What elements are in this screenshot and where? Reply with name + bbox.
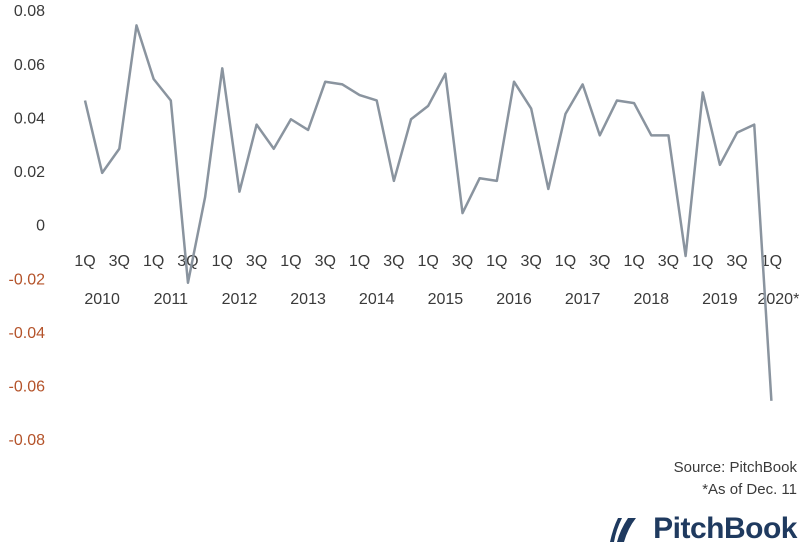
x-tick-label: 3Q [726, 253, 747, 270]
x-tick-label: 3Q [177, 253, 198, 270]
x-tick-label: 1Q [623, 253, 644, 270]
y-tick-label: 0.04 [14, 110, 45, 127]
series-line [83, 24, 773, 401]
y-tick-label: 0 [36, 218, 45, 235]
x-tick-label: 1Q [280, 253, 301, 270]
year-label: 2014 [359, 291, 395, 308]
logo-icon [610, 518, 636, 542]
y-tick-label: 0.06 [14, 57, 45, 74]
year-label: 2017 [565, 291, 601, 308]
y-tick-label: -0.06 [9, 379, 46, 396]
year-label: 2013 [290, 291, 326, 308]
x-tick-label: 3Q [383, 253, 404, 270]
x-tick-label: 3Q [452, 253, 473, 270]
year-label: 2012 [222, 291, 258, 308]
year-label: 2010 [84, 291, 120, 308]
year-label: 2011 [154, 291, 189, 308]
x-tick-label: 3Q [658, 253, 679, 270]
x-tick-label: 1Q [692, 253, 713, 270]
x-tick-label: 1Q [418, 253, 439, 270]
x-tick-label: 3Q [109, 253, 130, 270]
note: *As of Dec. 11 [702, 481, 797, 498]
x-tick-label: 1Q [143, 253, 164, 270]
x-tick-label: 3Q [589, 253, 610, 270]
year-label: 2018 [633, 291, 669, 308]
y-tick-label: 0.02 [14, 164, 45, 181]
year-label: 2015 [428, 291, 464, 308]
y-tick-label: -0.02 [9, 271, 46, 288]
y-tick-label: 0.08 [14, 3, 45, 20]
year-label: 2020* [757, 291, 799, 308]
x-tick-label: 1Q [212, 253, 233, 270]
year-label: 2019 [702, 291, 738, 308]
year-label: 2016 [496, 291, 532, 308]
x-tick-label: 1Q [74, 253, 95, 270]
x-tick-label: 3Q [520, 253, 541, 270]
y-tick-label: -0.04 [9, 325, 46, 342]
source: Source: PitchBook [674, 459, 798, 476]
x-tick-label: 3Q [246, 253, 267, 270]
x-tick-label: 1Q [349, 253, 370, 270]
x-tick-label: 1Q [555, 253, 576, 270]
x-tick-label: 3Q [315, 253, 336, 270]
logo: PitchBook [653, 512, 798, 545]
x-tick-label: 1Q [761, 253, 782, 270]
y-tick-label: -0.08 [9, 432, 46, 449]
x-tick-label: 1Q [486, 253, 507, 270]
